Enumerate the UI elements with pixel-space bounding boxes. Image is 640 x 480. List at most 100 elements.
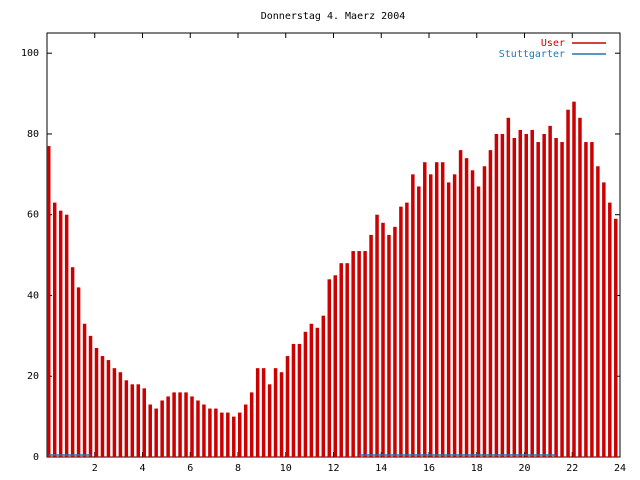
impulse [315,327,320,457]
impulse [70,267,75,457]
impulse [249,392,254,457]
impulse [357,251,361,457]
impulse [172,392,176,457]
impulse [100,356,105,457]
impulse [297,343,302,457]
impulse [470,170,475,458]
impulse [375,214,379,457]
impulse [190,396,194,457]
impulse [130,384,135,457]
impulse [542,133,546,457]
impulse [243,404,248,457]
impulse [488,150,493,457]
impulse [333,275,337,457]
impulse [464,158,469,457]
impulse [118,372,123,457]
impulse [596,166,600,457]
impulse [554,137,558,457]
impulse [345,263,349,457]
impulse [154,408,158,457]
impulse [160,400,164,457]
impulse [255,368,260,457]
impulse [351,251,355,457]
impulse [303,331,308,457]
x-tick-label: 2 [92,463,98,474]
impulse [524,133,528,457]
impulse [429,174,433,458]
x-tick-label: 14 [375,463,387,474]
y-tick-label: 0 [33,452,39,463]
legend-label: User [541,38,565,49]
impulse [321,315,326,457]
impulse [494,133,499,457]
impulse [273,368,278,457]
impulse [363,251,367,457]
impulse [82,323,87,457]
impulse [602,182,606,457]
impulse [142,388,146,457]
impulse [124,380,129,457]
impulse [196,400,200,457]
impulse [291,343,296,457]
impulse [566,109,570,457]
impulse [446,182,451,457]
impulse [76,287,81,457]
impulse [548,125,552,457]
impulse [536,142,540,457]
x-tick-label: 24 [614,463,626,474]
impulse [452,174,457,458]
impulse [327,279,332,457]
impulse [482,166,487,457]
impulse [94,347,99,457]
x-tick-label: 10 [280,463,292,474]
impulse [202,404,206,457]
impulse [423,162,427,457]
x-tick-label: 4 [139,463,145,474]
impulse [614,218,618,457]
impulse [226,412,230,457]
impulse [214,408,218,457]
impulse [417,186,421,457]
impulse [405,202,409,457]
impulse [267,384,272,457]
impulse [393,226,397,457]
impulse [512,137,517,457]
impulse [476,186,481,457]
x-tick-label: 8 [235,463,241,474]
impulse [518,129,523,457]
impulse [309,323,314,457]
impulse [232,416,236,457]
x-tick-label: 20 [518,463,530,474]
impulse [166,396,170,457]
impulse [58,210,63,457]
impulse [112,368,117,457]
impulse [148,404,152,457]
impulse [220,412,224,457]
impulse [500,133,505,457]
impulse [279,372,284,457]
impulse [458,150,463,457]
impulse [381,222,385,457]
impulse [369,234,373,457]
impulse [590,142,594,457]
chart-title: Donnerstag 4. Maerz 2004 [261,11,406,22]
impulse [572,101,576,458]
impulse [106,360,111,457]
impulse [285,356,290,457]
impulse [261,368,266,457]
impulse [530,129,534,457]
impulse [238,412,242,457]
impulse [208,408,212,457]
impulse [387,234,391,457]
x-tick-label: 6 [187,463,193,474]
impulse [52,202,57,457]
impulse [434,162,439,457]
impulse [399,206,403,457]
impulse [440,162,445,457]
y-tick-label: 60 [27,210,39,221]
impulse [506,117,511,458]
x-tick-label: 18 [471,463,483,474]
impulse [339,263,343,457]
